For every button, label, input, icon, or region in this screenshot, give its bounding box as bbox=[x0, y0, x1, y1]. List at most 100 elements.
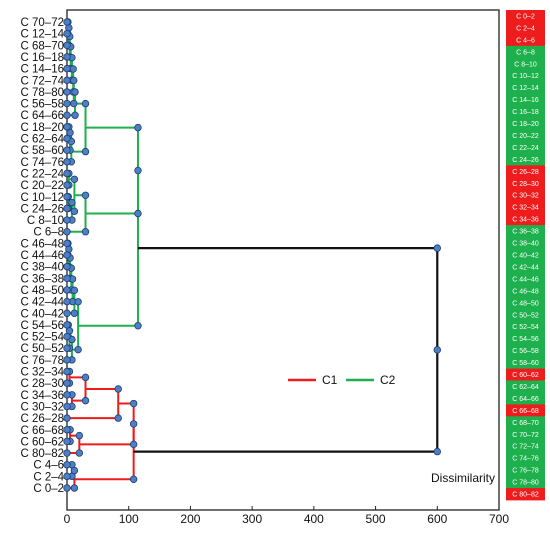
strip-cell bbox=[506, 260, 545, 274]
leaf-node bbox=[63, 227, 71, 236]
strip-cell bbox=[506, 81, 545, 95]
strip-cell bbox=[506, 476, 545, 489]
leaf-node bbox=[63, 18, 71, 26]
strip-cell-label: C 4–6 bbox=[516, 37, 535, 44]
merge-node bbox=[114, 414, 122, 422]
leaf-node bbox=[63, 146, 71, 154]
merge-node bbox=[81, 191, 90, 199]
leaf-node bbox=[63, 216, 71, 224]
leaf-node bbox=[63, 123, 71, 131]
leaf-node bbox=[63, 29, 71, 38]
strip-cell bbox=[506, 225, 545, 238]
strip-cell-label: C 32–34 bbox=[512, 205, 539, 212]
strip-cell-label: C 0–2 bbox=[516, 13, 535, 20]
merge-node bbox=[68, 198, 76, 207]
leaf-label: C 22–24 bbox=[21, 168, 65, 180]
strip-cell-label: C 56–58 bbox=[512, 348, 539, 355]
strip-cell-label: C 10–12 bbox=[512, 73, 539, 80]
dendrogram-link bbox=[79, 402, 135, 446]
leaf-node bbox=[63, 449, 71, 457]
leaf-node bbox=[63, 251, 71, 259]
merge-node bbox=[71, 111, 79, 119]
strip-cell bbox=[506, 105, 545, 118]
x-axis-label: Dissimilarity bbox=[431, 471, 495, 485]
leaf-label: C 64–66 bbox=[21, 110, 64, 122]
x-tick-label: 300 bbox=[242, 512, 262, 526]
dendrogram-link bbox=[85, 126, 139, 215]
leaf-node bbox=[63, 76, 71, 84]
leaf-label: C 38–40 bbox=[21, 262, 64, 274]
strip-cell bbox=[506, 249, 545, 262]
strip-cell bbox=[506, 320, 545, 334]
strip-cell bbox=[506, 93, 545, 107]
leaf-node bbox=[63, 134, 71, 143]
leaf-label: C 44–46 bbox=[21, 250, 64, 262]
strip-cell bbox=[506, 308, 545, 322]
strip-cell-label: C 62–64 bbox=[512, 384, 539, 391]
leaf-node bbox=[63, 379, 71, 387]
strip-cell bbox=[506, 213, 545, 226]
leaf-node bbox=[63, 472, 71, 481]
strip-cell-label: C 48–50 bbox=[512, 300, 539, 307]
leaf-label: C 80–82 bbox=[21, 448, 64, 460]
x-tick-label: 0 bbox=[64, 512, 71, 526]
merge-node bbox=[134, 166, 142, 175]
leaf-label: C 78–80 bbox=[21, 87, 64, 99]
leaf-node bbox=[63, 426, 71, 434]
leaf-label: C 54–56 bbox=[21, 320, 64, 332]
strip-cell-label: C 46–48 bbox=[512, 288, 539, 295]
leaf-node bbox=[63, 344, 71, 352]
leaf-node bbox=[63, 356, 71, 364]
merge-node bbox=[71, 88, 79, 96]
leaf-node bbox=[63, 53, 71, 61]
strip-cell bbox=[506, 201, 545, 214]
leaf-label: C 76–78 bbox=[21, 355, 64, 367]
strip-cell-label: C 38–40 bbox=[512, 241, 539, 248]
strip-cell-label: C 74–76 bbox=[512, 456, 539, 463]
merge-node bbox=[81, 227, 90, 236]
leaf-label: C 46–48 bbox=[21, 238, 64, 250]
x-axis: 0 100 200 300 400 500 600 700 bbox=[64, 506, 509, 526]
merge-node bbox=[81, 99, 90, 108]
merge-node bbox=[129, 475, 138, 483]
leaf-label: C 26–28 bbox=[21, 413, 64, 425]
leaf-label: C 14–16 bbox=[21, 64, 64, 76]
x-tick-label: 100 bbox=[119, 512, 139, 526]
dendrogram-nodes bbox=[63, 18, 441, 492]
strip-cell-label: C 64–66 bbox=[512, 396, 539, 403]
leaf-label: C 10–12 bbox=[21, 192, 64, 204]
strip-cell bbox=[506, 488, 545, 501]
leaf-label: C 62–64 bbox=[21, 134, 65, 146]
merge-node bbox=[75, 431, 84, 440]
strip-cell bbox=[506, 380, 545, 393]
merge-node bbox=[66, 128, 74, 137]
leaf-label: C 18–20 bbox=[21, 122, 64, 134]
merge-node bbox=[70, 309, 79, 317]
leaf-node bbox=[63, 286, 71, 294]
x-tick-label: 600 bbox=[427, 512, 447, 526]
strip-cell-label: C 66–68 bbox=[512, 408, 539, 415]
strip-cell bbox=[506, 33, 545, 47]
leaf-label: C 12–14 bbox=[21, 29, 65, 41]
leaf-label: C 74–76 bbox=[21, 157, 64, 169]
plot-frame bbox=[66, 9, 500, 511]
legend-c2-label: C2 bbox=[380, 373, 396, 387]
strip-cell-label: C 44–46 bbox=[512, 276, 539, 283]
strip-cell bbox=[506, 189, 545, 202]
leaf-node bbox=[63, 158, 71, 166]
leaf-label: C 24–26 bbox=[21, 203, 64, 215]
merge-node bbox=[81, 373, 90, 382]
strip-cell-label: C 30–32 bbox=[512, 193, 539, 200]
strip-cell-label: C 80–82 bbox=[512, 492, 539, 499]
strip-cell bbox=[506, 356, 545, 369]
strip-cell-label: C 34–36 bbox=[512, 217, 539, 224]
strip-cell-label: C 14–16 bbox=[512, 97, 539, 104]
strip-cell bbox=[506, 45, 545, 59]
merge-node bbox=[134, 209, 142, 218]
merge-node bbox=[134, 322, 142, 330]
leaf-label: C 66–68 bbox=[21, 425, 64, 437]
merge-node bbox=[433, 447, 441, 456]
merge-node bbox=[114, 385, 122, 393]
strip-cell bbox=[506, 10, 545, 23]
